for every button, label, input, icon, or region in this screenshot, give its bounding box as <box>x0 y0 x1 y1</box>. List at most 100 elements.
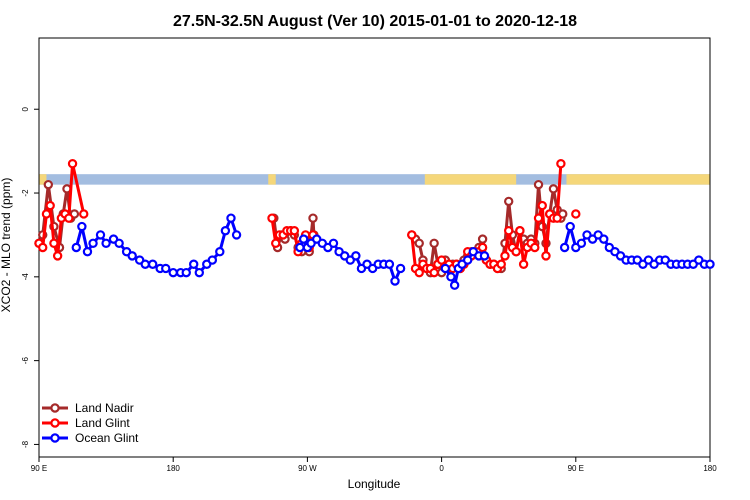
y-axis: 0 -2 -4 -6 -8 <box>21 106 39 448</box>
x-tick-label: 90 W <box>298 464 317 473</box>
y-tick-label: -4 <box>21 273 30 281</box>
data-point <box>231 230 242 240</box>
data-point <box>52 251 63 261</box>
data-point <box>576 238 587 249</box>
series-ocean-glint <box>71 213 715 290</box>
data-point <box>414 267 424 278</box>
data-point <box>114 238 124 249</box>
land-ocean-mask <box>39 174 710 185</box>
data-point <box>533 179 544 190</box>
data-point <box>705 259 715 269</box>
x-axis: 90 E 180 90 W 0 90 E 180 <box>31 457 717 473</box>
data-point <box>440 263 451 274</box>
data-point <box>267 213 277 223</box>
data-point <box>189 259 199 269</box>
data-point <box>67 158 78 169</box>
data-point <box>308 213 318 223</box>
data-point <box>436 255 447 265</box>
data-point <box>140 259 150 269</box>
data-point <box>429 267 439 278</box>
land-band <box>566 174 710 185</box>
data-point <box>548 184 559 194</box>
data-point <box>571 209 581 219</box>
data-point <box>559 242 570 253</box>
data-point <box>71 242 81 253</box>
data-point <box>45 200 55 211</box>
x-tick-label: 180 <box>703 464 717 473</box>
data-point <box>384 259 395 269</box>
data-point <box>328 238 339 249</box>
data-point <box>289 226 300 236</box>
data-point <box>168 267 178 278</box>
data-point <box>556 158 566 169</box>
data-point <box>79 209 89 219</box>
data-point <box>82 246 93 257</box>
data-point <box>449 280 460 290</box>
data-point <box>161 263 171 274</box>
data-point <box>511 246 521 257</box>
data-point <box>38 242 48 253</box>
x-tick-label: 0 <box>439 464 444 473</box>
data-point <box>351 251 361 261</box>
data-point <box>407 230 417 240</box>
data-point <box>541 251 551 261</box>
x-tick-label: 90 E <box>568 464 584 473</box>
legend-label: Land Glint <box>75 416 130 430</box>
legend-swatch-marker <box>50 403 60 413</box>
data-point <box>295 242 305 253</box>
data-point <box>226 213 236 223</box>
data-point <box>504 196 514 207</box>
data-point <box>462 255 473 265</box>
legend-label: Land Nadir <box>75 401 134 415</box>
data-point <box>504 226 514 236</box>
x-tick-label: 180 <box>167 464 181 473</box>
data-point <box>181 267 191 278</box>
legend-swatch-marker <box>50 418 60 428</box>
y-tick-label: -2 <box>21 189 30 197</box>
data-point <box>429 238 439 249</box>
data-point <box>41 209 52 219</box>
x-tick-label: 90 E <box>31 464 47 473</box>
legend-label: Ocean Glint <box>75 431 139 445</box>
data-point <box>530 242 540 253</box>
data-point <box>298 234 309 244</box>
land-band <box>424 174 517 185</box>
y-tick-label: -6 <box>21 357 30 365</box>
legend-swatch-marker <box>50 433 60 443</box>
data-point <box>477 242 488 253</box>
data-point <box>479 251 490 261</box>
data-point <box>515 226 525 236</box>
series-layer <box>34 158 715 290</box>
data-point <box>446 272 456 282</box>
chart-title: 27.5N-32.5N August (Ver 10) 2015-01-01 t… <box>173 13 577 30</box>
data-point <box>127 251 137 261</box>
data-point <box>95 230 106 240</box>
data-point <box>599 234 609 244</box>
data-point <box>101 238 111 249</box>
data-point <box>43 179 54 190</box>
data-point <box>49 238 59 249</box>
data-point <box>64 213 74 223</box>
y-tick-label: -8 <box>21 440 30 448</box>
y-axis-label: XCO2 - MLO trend (ppm) <box>0 178 13 313</box>
data-point <box>500 251 510 261</box>
data-point <box>565 221 575 232</box>
land-band <box>268 174 276 185</box>
land-band <box>39 174 47 185</box>
data-point <box>77 221 87 232</box>
data-point <box>220 226 231 236</box>
data-point <box>533 213 544 223</box>
x-axis-label: Longitude <box>348 477 401 491</box>
data-point <box>390 276 400 286</box>
data-point <box>518 259 529 269</box>
data-point <box>207 255 218 265</box>
data-point <box>215 246 225 257</box>
data-point <box>496 259 506 269</box>
series-land-glint <box>34 158 581 278</box>
data-point <box>88 238 98 249</box>
data-point <box>552 213 562 223</box>
data-point <box>537 200 547 211</box>
data-point <box>194 267 204 278</box>
